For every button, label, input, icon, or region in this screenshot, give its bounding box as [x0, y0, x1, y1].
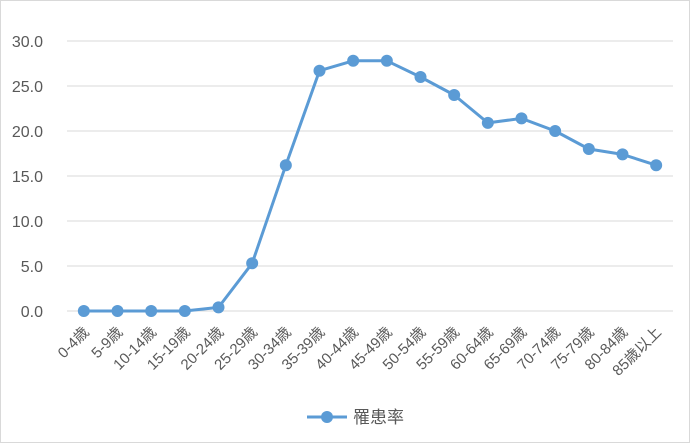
- x-axis-ticks: 0-4歳5-9歳10-14歳15-19歳20-24歳25-29歳30-34歳35…: [55, 324, 665, 380]
- y-tick-label: 15.0: [12, 169, 43, 186]
- data-point: [549, 125, 562, 137]
- data-point: [650, 159, 663, 172]
- legend-label: 罹患率: [353, 408, 404, 427]
- series-group: [77, 54, 663, 317]
- y-tick-label: 10.0: [12, 214, 43, 231]
- data-point: [616, 148, 629, 161]
- data-point: [481, 116, 494, 129]
- legend: 罹患率: [307, 408, 404, 427]
- data-point: [448, 89, 461, 101]
- data-point: [279, 159, 292, 172]
- y-tick-label: 30.0: [12, 34, 43, 51]
- x-tick-label: 0-4歳: [55, 324, 93, 362]
- data-point: [178, 305, 191, 317]
- data-point: [145, 305, 158, 317]
- data-point: [380, 54, 393, 67]
- y-tick-label: 20.0: [12, 124, 43, 141]
- series-line: [83, 59, 657, 313]
- grid-lines: [67, 40, 673, 312]
- data-point: [347, 54, 360, 67]
- y-tick-label: 5.0: [21, 259, 43, 276]
- y-tick-label: 25.0: [12, 79, 43, 96]
- legend-marker: [321, 411, 333, 423]
- data-point: [515, 112, 528, 125]
- data-point: [414, 71, 427, 83]
- data-point: [582, 143, 595, 155]
- y-axis-ticks: 0.0 5.0 10.0 15.0 20.0 25.0 30.0: [12, 34, 43, 321]
- data-point: [212, 301, 225, 314]
- data-point: [111, 305, 124, 317]
- data-point: [313, 64, 326, 77]
- y-tick-label: 0.0: [21, 304, 43, 321]
- data-point: [77, 305, 90, 317]
- data-point: [246, 257, 259, 270]
